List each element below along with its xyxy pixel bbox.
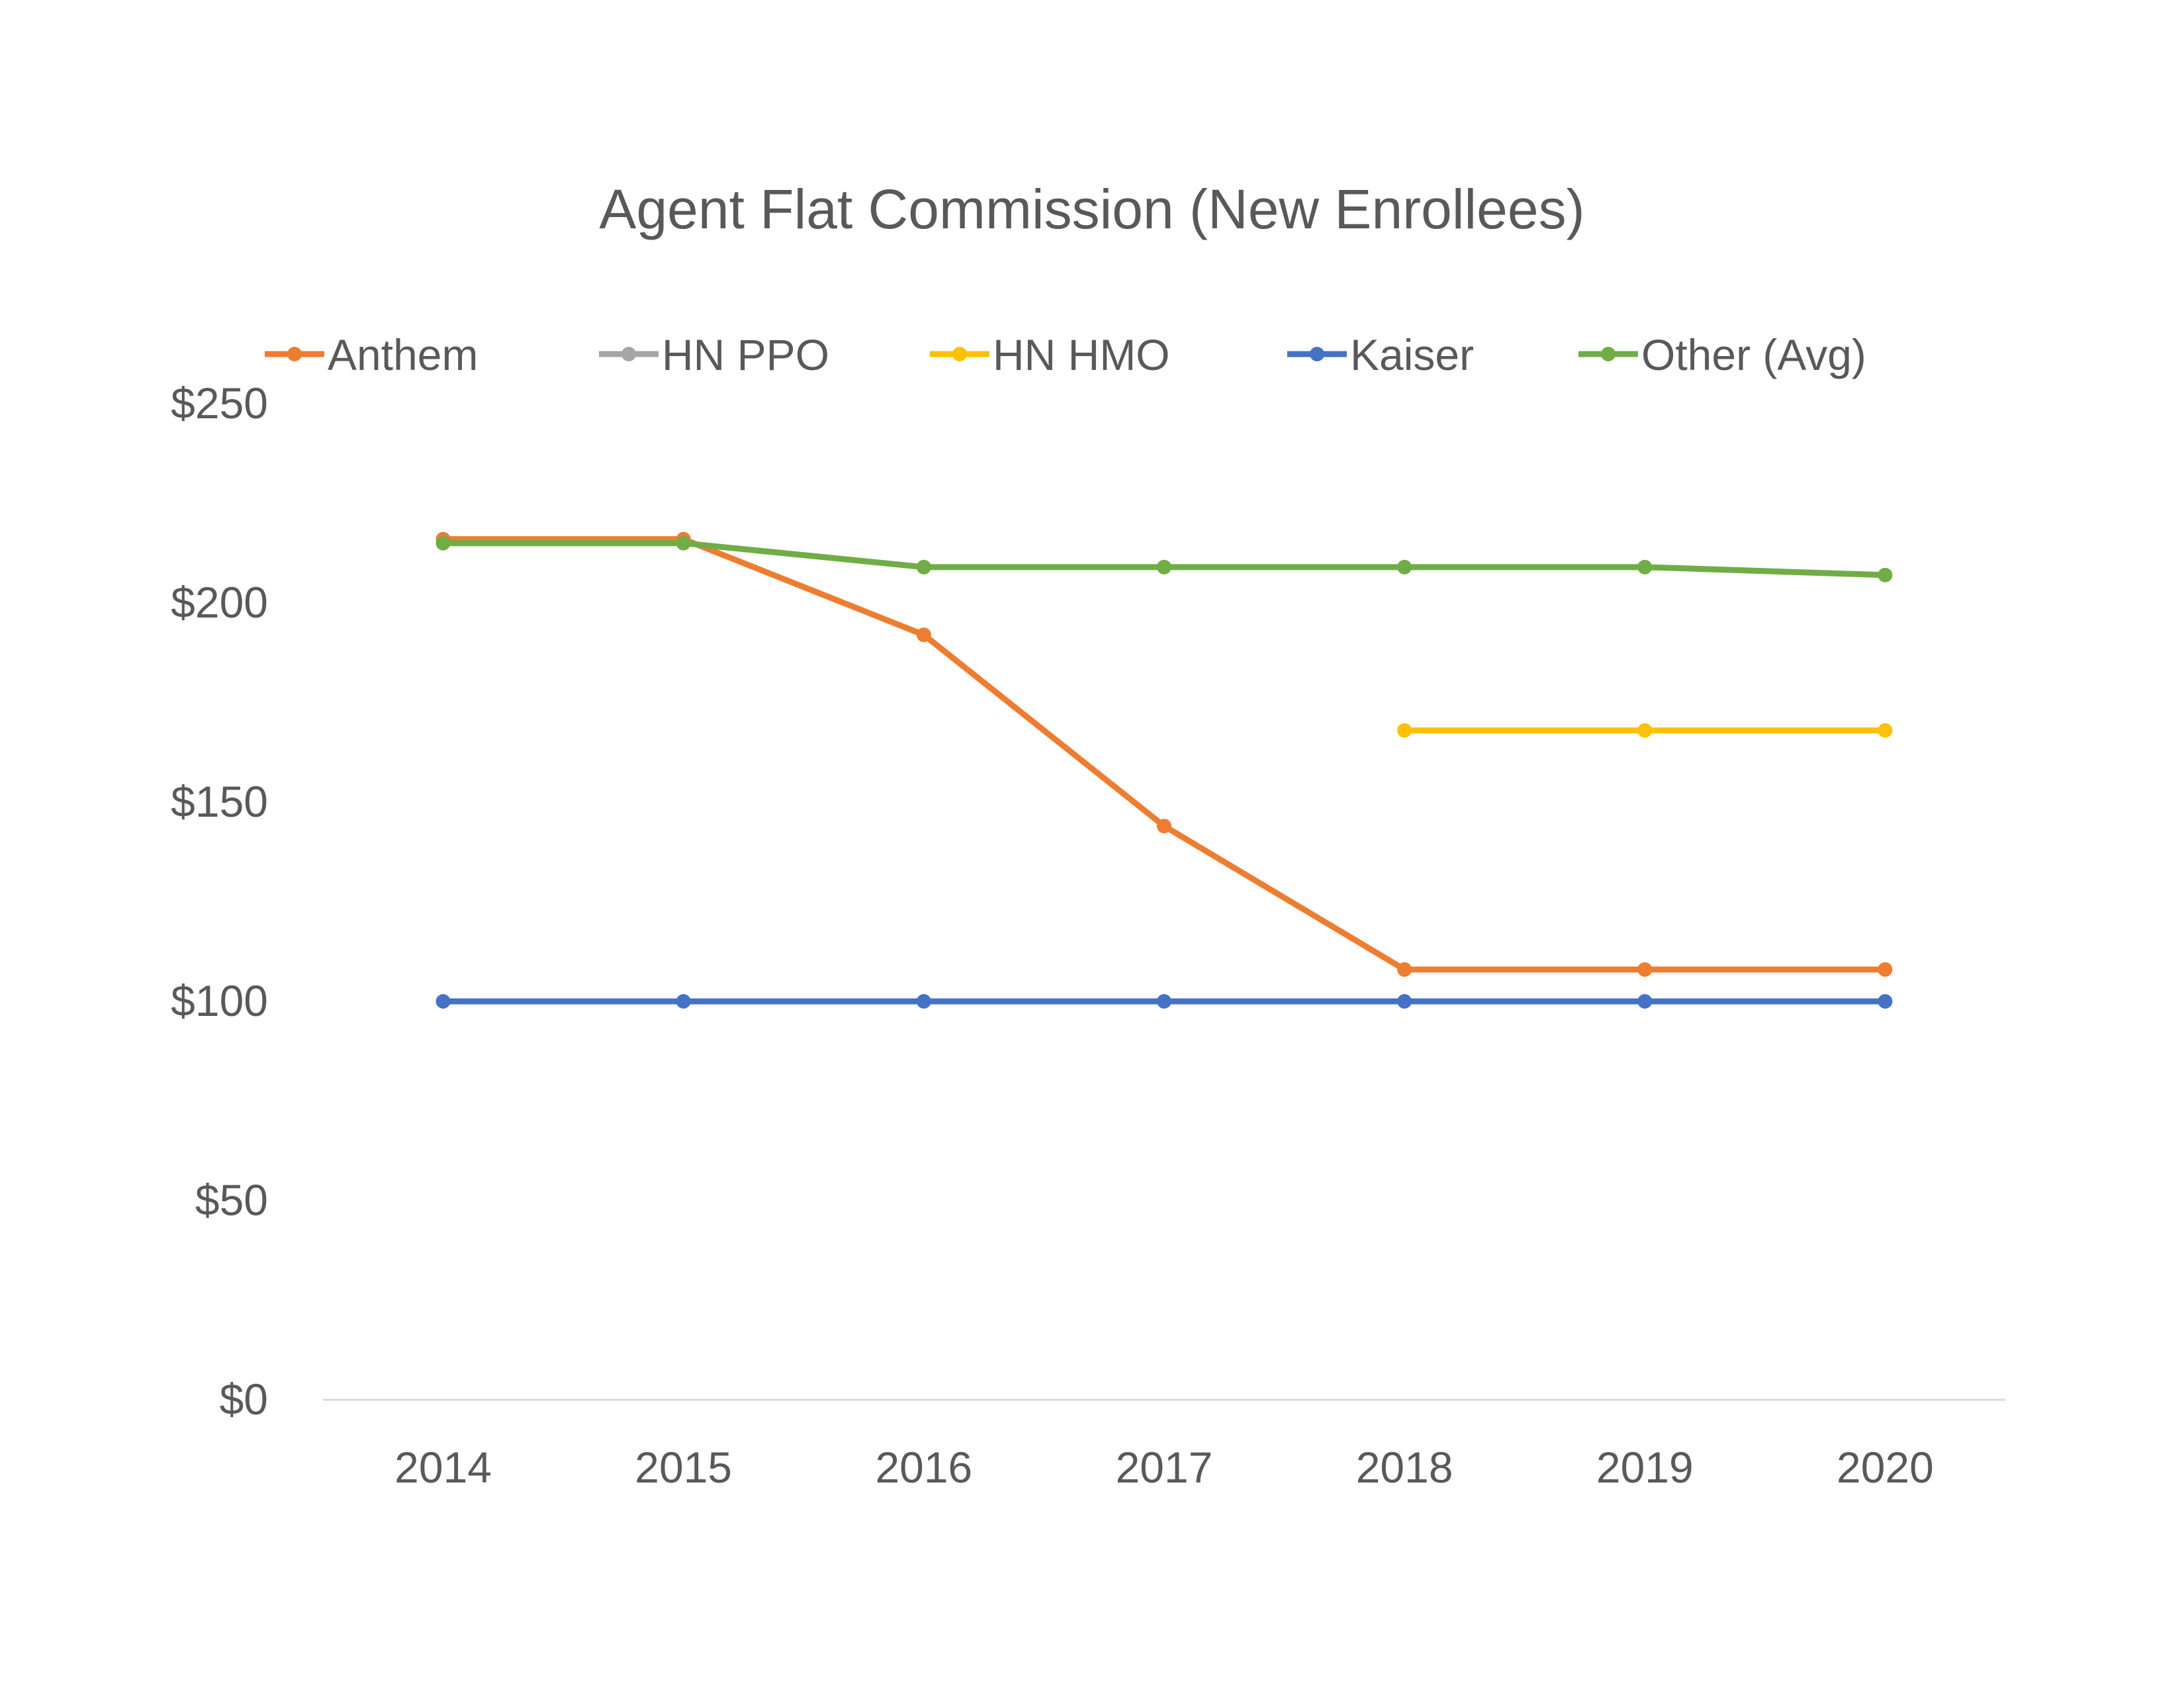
y-axis: $0 $50 $100 $150 $200 $250	[171, 379, 268, 1424]
legend-item-hn-ppo: HN PPO	[599, 330, 829, 379]
legend: Anthem HN PPO HN HMO Kaiser Other (Avg)	[265, 330, 1866, 379]
y-tick-label: $100	[171, 976, 268, 1025]
series-hn-hmo	[1397, 723, 1893, 738]
data-point-anthem	[1637, 962, 1653, 977]
chart-title: Agent Flat Commission (New Enrollees)	[599, 178, 1584, 240]
data-point-other-avg	[435, 535, 451, 551]
data-point-kaiser	[1397, 994, 1412, 1009]
legend-swatch-marker	[287, 347, 302, 361]
y-tick-label: $50	[195, 1175, 268, 1224]
data-point-anthem	[1157, 819, 1171, 834]
series-anthem	[435, 531, 1893, 977]
x-axis: 2014 2015 2016 2017 2018 2019 2020	[323, 1398, 2005, 1492]
data-point-other-avg	[1878, 567, 1893, 582]
data-point-other-avg	[676, 535, 691, 551]
y-tick-label: $200	[171, 578, 268, 627]
data-point-kaiser	[1637, 994, 1653, 1009]
x-tick-label: 2020	[1837, 1443, 1934, 1492]
data-point-kaiser	[1878, 994, 1893, 1009]
x-tick-label: 2014	[394, 1443, 492, 1492]
y-tick-label: $250	[171, 379, 268, 428]
data-point-kaiser	[435, 994, 451, 1009]
legend-swatch-marker	[1310, 347, 1324, 361]
x-tick-label: 2017	[1116, 1443, 1213, 1492]
legend-swatch-marker	[952, 347, 967, 361]
series-layer	[435, 531, 1893, 1009]
x-tick-label: 2018	[1356, 1443, 1453, 1492]
data-point-other-avg	[916, 559, 931, 574]
legend-label: HN PPO	[662, 330, 829, 379]
y-tick-label: $150	[171, 777, 268, 826]
data-point-anthem	[1878, 962, 1893, 977]
legend-label: HN HMO	[993, 330, 1170, 379]
data-point-hn-hmo	[1397, 723, 1412, 738]
series-line-anthem	[440, 536, 1888, 973]
data-point-anthem	[1397, 962, 1412, 977]
x-tick-label: 2015	[635, 1443, 732, 1492]
legend-label: Kaiser	[1350, 330, 1474, 379]
x-tick-label: 2016	[875, 1443, 972, 1492]
legend-item-hn-hmo: HN HMO	[930, 330, 1170, 379]
legend-label: Anthem	[328, 330, 478, 379]
legend-item-kaiser: Kaiser	[1287, 330, 1474, 379]
series-kaiser	[435, 994, 1893, 1009]
data-point-kaiser	[1157, 994, 1171, 1009]
legend-label: Other (Avg)	[1641, 330, 1866, 379]
data-point-hn-hmo	[1878, 723, 1893, 738]
data-point-anthem	[916, 627, 931, 643]
x-tick-label: 2019	[1596, 1443, 1694, 1492]
legend-item-anthem: Anthem	[265, 330, 478, 379]
y-tick-label: $0	[220, 1375, 268, 1424]
data-point-other-avg	[1637, 559, 1653, 574]
series-other-avg	[435, 535, 1893, 582]
legend-swatch-marker	[1601, 347, 1615, 361]
legend-item-other-avg: Other (Avg)	[1578, 330, 1866, 379]
data-point-other-avg	[1397, 559, 1412, 574]
data-point-hn-hmo	[1637, 723, 1653, 738]
legend-swatch-marker	[621, 347, 636, 361]
data-point-other-avg	[1157, 559, 1171, 574]
data-point-kaiser	[916, 994, 931, 1009]
data-point-kaiser	[676, 994, 691, 1009]
